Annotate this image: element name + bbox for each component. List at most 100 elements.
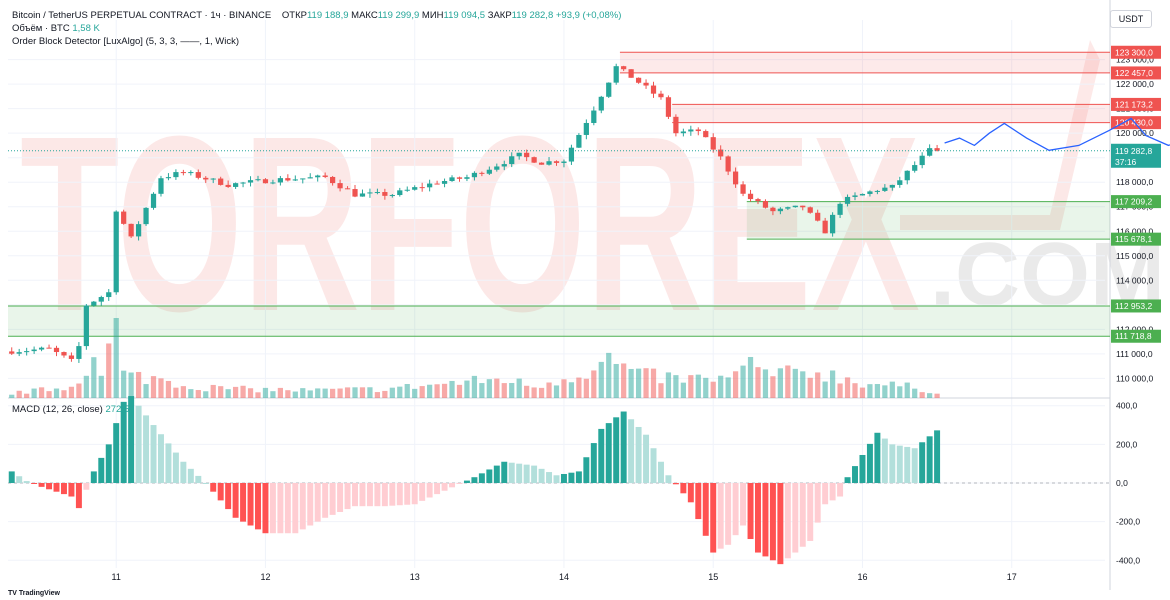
candle-body <box>815 212 821 221</box>
time-tick-label: 16 <box>857 572 867 582</box>
volume-bar <box>747 356 754 398</box>
candle-body <box>68 355 75 359</box>
volume-bar <box>486 379 492 398</box>
macd-histogram-bar <box>650 448 657 483</box>
candle-body <box>218 178 224 185</box>
volume-bar <box>680 382 686 398</box>
macd-histogram-bar <box>463 480 470 483</box>
candle-body <box>927 148 933 156</box>
volume-bar <box>46 391 52 398</box>
macd-histogram-bar <box>352 483 358 507</box>
candle-body <box>844 196 851 204</box>
volume-bar <box>785 365 791 398</box>
price-tick-label: 116 000,0 <box>1116 226 1153 236</box>
volume-bar <box>53 388 60 398</box>
volume-bar <box>292 391 298 398</box>
macd-histogram-bar <box>135 405 142 483</box>
candle-body <box>38 347 45 350</box>
order-block-price-tag <box>1111 299 1161 313</box>
candle-body <box>919 155 925 166</box>
volume-bar <box>143 384 149 398</box>
macd-tick-label: 400,0 <box>1116 401 1138 411</box>
macd-histogram-bar <box>575 471 582 483</box>
price-tick-label: 123 000,0 <box>1116 55 1154 65</box>
order-block-price-label: 123 300,0 <box>1115 47 1153 57</box>
candle-body <box>882 187 888 191</box>
volume-bar <box>247 388 254 398</box>
volume-bar <box>613 363 619 398</box>
candle-body <box>598 96 604 111</box>
order-block-price-label: 112 953,2 <box>1115 301 1152 311</box>
macd-histogram-bar <box>620 411 627 483</box>
macd-histogram-bar <box>426 483 433 498</box>
candle-body <box>292 179 298 181</box>
order-block-zone <box>746 201 1110 240</box>
candle-body <box>367 192 373 194</box>
candle-body <box>232 183 239 187</box>
volume-bar <box>165 380 172 398</box>
order-block-zone <box>672 104 1110 123</box>
order-block-price-label: 122 457,0 <box>1115 68 1153 78</box>
order-block-price-label: 111 718,8 <box>1115 331 1152 341</box>
candle-body <box>755 199 761 202</box>
macd-histogram-bar <box>83 483 90 490</box>
price-tick-label: 118 000,0 <box>1116 177 1153 187</box>
candle-body <box>800 205 806 208</box>
macd-histogram-bar <box>866 443 873 483</box>
candle-body <box>538 162 545 165</box>
macd-histogram-bar <box>187 468 194 483</box>
volume-bar <box>628 368 634 398</box>
candle-body <box>509 156 515 165</box>
macd-histogram-bar <box>635 426 642 483</box>
macd-histogram-bar <box>725 483 732 545</box>
volume-bar <box>359 387 366 398</box>
volume-bar <box>195 390 201 398</box>
indicator-label: Order Block Detector [LuxAlgo] (5, 3, 3,… <box>12 36 240 47</box>
candle-body <box>53 347 60 353</box>
candle-body <box>650 85 657 94</box>
macd-histogram-bar <box>777 483 784 565</box>
candle-body <box>285 178 291 181</box>
volume-bar <box>658 383 664 398</box>
candle-body <box>785 207 791 209</box>
macd-histogram-bar <box>307 483 314 526</box>
volume-bar <box>91 357 97 398</box>
candle-body <box>76 346 82 359</box>
candle-body <box>606 82 612 97</box>
candle-body <box>322 175 328 177</box>
volume-bar <box>464 380 470 398</box>
volume-bar <box>232 386 239 398</box>
volume-bar <box>449 380 455 398</box>
volume-bar <box>837 383 843 398</box>
volume-bar <box>852 383 858 398</box>
candle-body <box>225 184 231 187</box>
volume-bar <box>434 384 440 398</box>
candle-body <box>91 301 97 306</box>
candle-body <box>852 195 858 197</box>
candle-body <box>315 175 321 178</box>
candle-body <box>792 205 798 208</box>
candle-body <box>479 172 485 174</box>
candle-body <box>382 192 388 196</box>
volume-bar <box>643 368 649 398</box>
macd-histogram-bar <box>60 483 67 495</box>
volume-bar <box>725 377 731 398</box>
macd-histogram-bar <box>337 483 344 512</box>
macd-histogram-bar <box>411 483 418 505</box>
candle-body <box>501 164 507 167</box>
volume-bar <box>673 375 679 398</box>
currency-button[interactable]: USDT <box>1110 10 1152 28</box>
volume-bar <box>61 390 67 398</box>
candle-body <box>680 131 686 134</box>
volume-bar <box>583 378 589 398</box>
macd-histogram-bar <box>926 436 933 483</box>
candle-body <box>859 193 866 196</box>
macd-histogram-bar <box>381 483 388 507</box>
candle-body <box>16 352 22 354</box>
volume-bar <box>158 378 164 398</box>
volume-bar <box>889 381 895 398</box>
volume-bar <box>31 388 37 398</box>
volume-bar <box>703 377 709 398</box>
